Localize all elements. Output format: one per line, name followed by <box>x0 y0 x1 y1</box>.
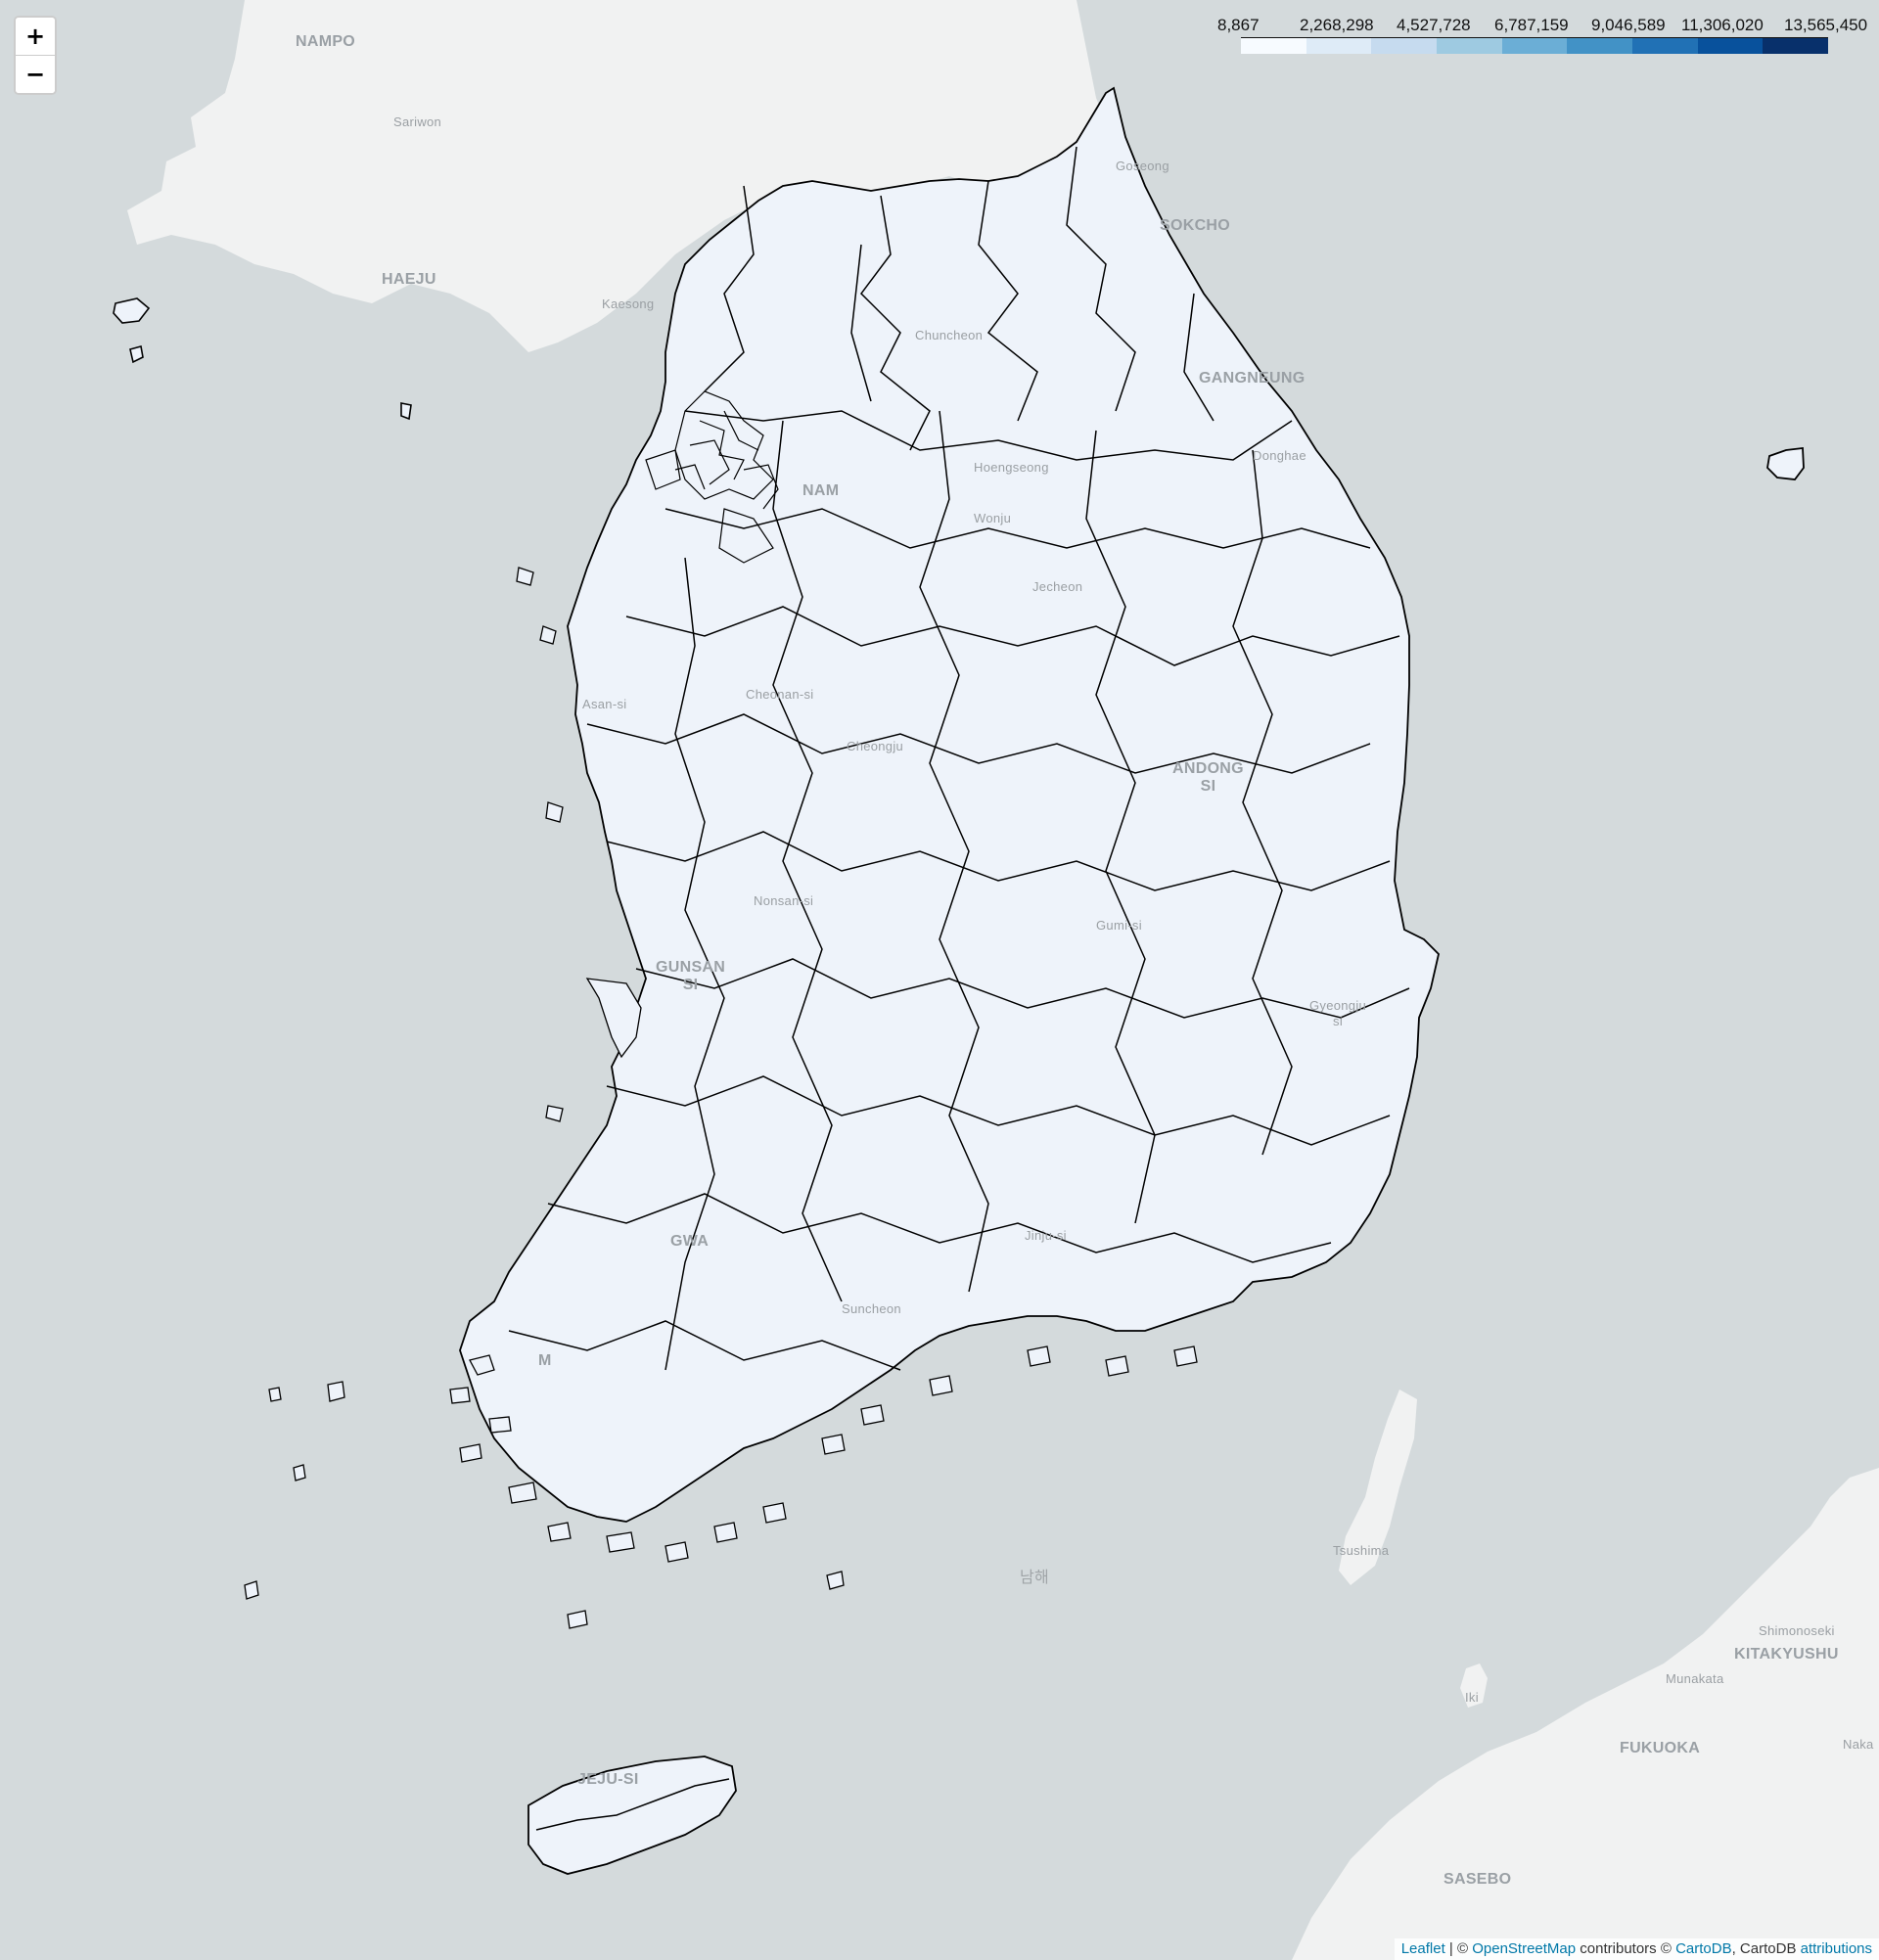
leaflet-link[interactable]: Leaflet <box>1400 1940 1445 1957</box>
label-tsushima: Tsushima <box>1333 1543 1390 1558</box>
label-gumi: Gumi-si <box>1096 918 1142 933</box>
label-gwangju: GWA <box>670 1233 710 1250</box>
iki-island <box>1460 1664 1488 1708</box>
legend-tick-5: 11,306,020 <box>1681 16 1764 34</box>
label-suncheon: Suncheon <box>842 1301 901 1316</box>
legend-swatch-0 <box>1241 38 1306 54</box>
label-mokpo: M <box>538 1352 552 1369</box>
label-wonju: Wonju <box>974 511 1012 525</box>
west-island-a <box>113 297 151 324</box>
zoom-control: + − <box>14 16 57 95</box>
legend-swatch-7 <box>1697 38 1764 54</box>
label-chuncheon: Chuncheon <box>915 328 984 342</box>
label-munakata: Munakata <box>1666 1671 1724 1686</box>
north-korea-landmass <box>127 0 1116 352</box>
kyushu-landmass <box>1292 1468 1879 1960</box>
label-cheongju: Cheongju <box>847 739 904 753</box>
legend-swatch-1 <box>1306 38 1372 54</box>
cartodb-link[interactable]: CartoDB <box>1675 1940 1732 1957</box>
legend-swatch-3 <box>1436 38 1502 54</box>
label-kitakyushu: KITAKYUSHU <box>1734 1646 1839 1663</box>
label-jinju: Jinju-si <box>1025 1228 1067 1243</box>
district-boundaries <box>508 146 1410 1371</box>
label-haeju: HAEJU <box>382 271 436 288</box>
label-naka: Naka <box>1843 1737 1874 1752</box>
legend-swatch-8 <box>1763 38 1828 54</box>
jeju-inner-boundary <box>535 1778 730 1831</box>
south-korea-mainland <box>459 86 1440 1523</box>
attribution-contributors: contributors © <box>1576 1940 1676 1957</box>
label-hoengseong: Hoengseong <box>974 460 1049 475</box>
label-kaesong: Kaesong <box>602 296 655 311</box>
label-seongnam: NAM <box>802 482 840 499</box>
tsushima-island <box>1339 1390 1417 1585</box>
legend-swatch-4 <box>1501 38 1568 54</box>
legend-tick-2: 4,527,728 <box>1397 16 1471 34</box>
label-jecheon: Jecheon <box>1032 579 1083 594</box>
legend-swatch-6 <box>1631 38 1698 54</box>
legend-tick-0: 8,867 <box>1217 16 1260 34</box>
color-legend: 8,867 2,268,298 4,527,728 6,787,159 9,04… <box>1214 14 1879 57</box>
attributions-link[interactable]: attributions <box>1800 1940 1872 1957</box>
label-andong: ANDONG SI <box>1172 760 1244 795</box>
zoom-out-button[interactable]: − <box>16 55 55 93</box>
attribution-sep-2: , CartoDB <box>1731 1940 1801 1957</box>
attribution: Leaflet | © OpenStreetMap contributors ©… <box>1394 1938 1879 1960</box>
label-gangneung: GANGNEUNG <box>1199 370 1306 387</box>
label-gunsan: GUNSAN SI <box>656 959 726 993</box>
label-asan: Asan-si <box>582 697 627 711</box>
west-island-c <box>400 402 412 421</box>
zoom-in-button[interactable]: + <box>16 18 55 55</box>
capital-area-districts <box>645 390 779 564</box>
label-cheonan: Cheonan-si <box>746 687 814 702</box>
label-sariwon: Sariwon <box>393 114 442 129</box>
label-sokcho: SOKCHO <box>1160 217 1231 234</box>
label-fukuoka: FUKUOKA <box>1620 1740 1701 1756</box>
legend-swatch-2 <box>1371 38 1437 54</box>
label-nampo: NAMPO <box>296 33 356 50</box>
ulleungdo-island <box>1766 446 1805 480</box>
legend-tick-1: 2,268,298 <box>1300 16 1374 34</box>
attribution-sep-1: | © <box>1444 1940 1473 1957</box>
label-donghae: Donghae <box>1253 448 1306 463</box>
sw-islands <box>244 567 1198 1629</box>
legend-swatch-5 <box>1567 38 1632 54</box>
legend-tick-3: 6,787,159 <box>1494 16 1569 34</box>
label-goseong: Goseong <box>1116 159 1169 173</box>
label-south-sea: 남해 <box>1020 1570 1050 1586</box>
legend-tick-4: 9,046,589 <box>1591 16 1666 34</box>
label-iki: Iki <box>1465 1690 1479 1705</box>
label-gyeongju: Gyeongju si <box>1309 998 1367 1028</box>
label-sasebo: SASEBO <box>1444 1871 1512 1888</box>
legend-tick-6: 13,565,450 <box>1784 16 1868 34</box>
jeju-island <box>527 1755 737 1875</box>
label-nonsan: Nonsan-si <box>754 893 814 908</box>
label-shimonoseki: Shimonoseki <box>1759 1623 1835 1638</box>
openstreetmap-link[interactable]: OpenStreetMap <box>1472 1940 1577 1957</box>
label-jeju: JEJU-SI <box>577 1771 639 1788</box>
west-island-b <box>129 344 144 364</box>
legend-color-bar <box>1241 37 1828 66</box>
